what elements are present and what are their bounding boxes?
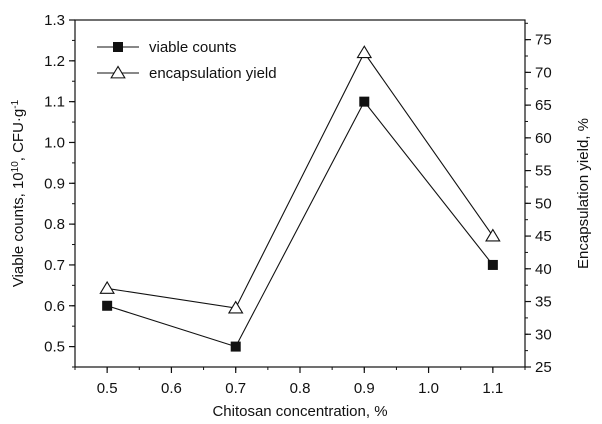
encapsulation-yield-point — [99, 280, 115, 294]
encapsulation-yield-point — [227, 300, 244, 314]
y-left-tick-label: 1.3 — [44, 12, 65, 29]
y-right-tick-label: 75 — [535, 32, 552, 49]
y-left-tick-label: 1.1 — [44, 94, 65, 111]
encapsulation-yield-line — [107, 51, 494, 309]
y-axis-left-title-tail: , CFU·g — [10, 109, 27, 162]
x-tick-label: 0.5 — [97, 380, 118, 397]
x-tick-label: 1.1 — [482, 380, 503, 397]
y-right-tick-label: 50 — [535, 195, 552, 212]
viable-counts-point — [487, 259, 498, 270]
y-axis-right-title: Encapsulation yield, % — [575, 118, 592, 269]
legend-viable-counts-marker — [113, 42, 123, 52]
encapsulation-yield-point — [485, 228, 501, 242]
y-right-tick-label: 30 — [535, 326, 552, 343]
plot-frame — [74, 19, 526, 368]
y-left-tick-label: 0.9 — [44, 175, 65, 192]
y-axis-left-title-main: Viable counts, 10 — [10, 172, 27, 287]
x-tick-label: 1.0 — [418, 380, 439, 397]
legend: viable counts encapsulation yield — [97, 39, 277, 82]
legend-encapsulation-yield-marker — [110, 65, 126, 79]
y-left-tick-label: 1.2 — [44, 53, 65, 70]
y-left-tick-label: 0.5 — [44, 339, 65, 356]
y-right-tick-label: 70 — [535, 64, 552, 81]
viable-counts-point — [359, 96, 370, 107]
axes: 0.5 0.6 0.7 0.8 0.9 1.0 1.1 0.5 0.6 0.7 0.8 0.9 1.0 1… — [44, 12, 552, 397]
viable-counts-line — [106, 100, 494, 348]
y-right-tick-label: 45 — [535, 228, 552, 245]
viable-counts-point — [230, 341, 241, 352]
y-left-tick-label: 0.7 — [44, 257, 65, 274]
y-left-tick-label: 0.8 — [44, 216, 65, 233]
y-right-tick-label: 40 — [535, 261, 552, 278]
x-tick-label: 0.8 — [290, 380, 311, 397]
y-left-tick-label: 1.0 — [44, 134, 65, 151]
legend-encapsulation-yield-label: encapsulation yield — [149, 65, 277, 82]
y-right-tick-label: 65 — [535, 97, 552, 114]
legend-viable-counts-label: viable counts — [149, 39, 237, 56]
y-right-tick-label: 35 — [535, 294, 552, 311]
y-axis-left-title-sup2: -1 — [10, 99, 21, 108]
x-tick-label: 0.9 — [354, 380, 375, 397]
y-right-tick-label: 55 — [535, 163, 552, 180]
y-right-tick-label: 25 — [535, 359, 552, 376]
x-tick-label: 0.6 — [161, 380, 182, 397]
x-tick-label: 0.7 — [225, 380, 246, 397]
encapsulation-yield-point — [356, 45, 373, 59]
y-axis-left-title-sup: 10 — [10, 161, 21, 173]
viable-counts-point — [102, 300, 113, 311]
y-right-tick-label: 60 — [535, 130, 552, 147]
x-axis-title: Chitosan concentration, % — [212, 403, 387, 420]
y-axis-left-title: Viable counts, 1010, CFU·g-1 — [10, 99, 28, 287]
series-layer — [99, 45, 501, 352]
y-left-tick-label: 0.6 — [44, 298, 65, 315]
